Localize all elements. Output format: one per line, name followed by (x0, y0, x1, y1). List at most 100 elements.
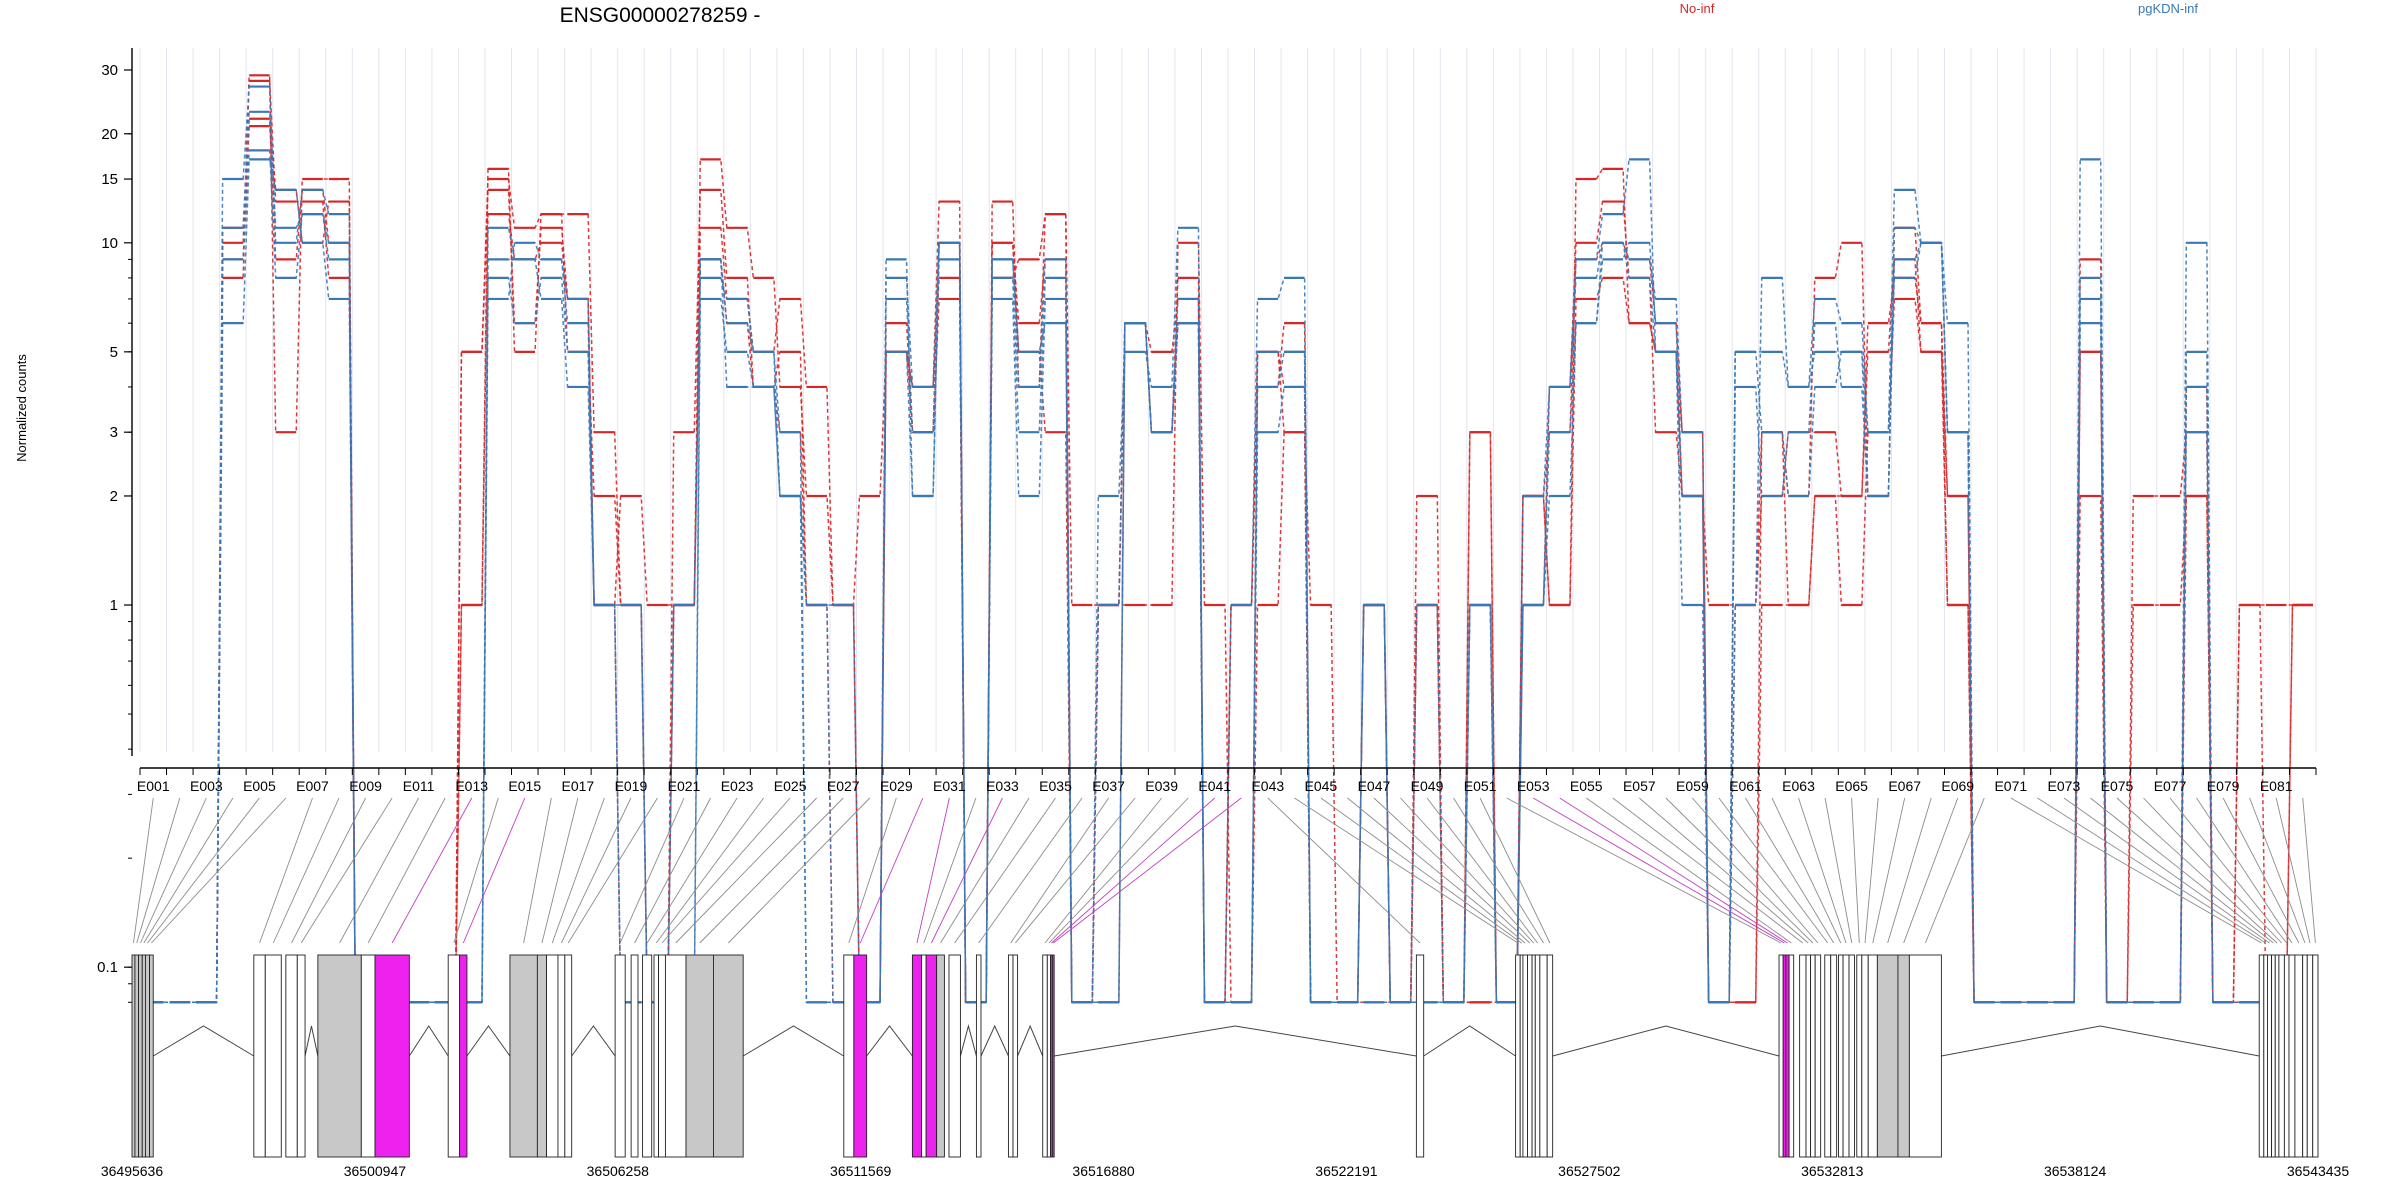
series-line-5 (143, 85, 2313, 1004)
x-tick-label: E027 (827, 778, 860, 794)
exon-bin (664, 954, 687, 1158)
exon-bin (1007, 954, 1014, 1158)
exon-bin (911, 954, 922, 1158)
intron-line (1552, 1025, 1780, 1057)
coordinate-label: 36495636 (101, 1163, 164, 1179)
coordinate-label: 36532813 (1801, 1163, 1864, 1179)
x-tick-label: E053 (1517, 778, 1550, 794)
y-tick-label: 15 (101, 171, 118, 188)
exon-connector (1718, 797, 1829, 944)
exon-bin (1838, 954, 1844, 1158)
exon-connector (2249, 797, 2306, 944)
x-tick-label: E049 (1411, 778, 1444, 794)
exon-bin (138, 954, 143, 1158)
y-tick-label: 1 (110, 597, 118, 614)
coordinate-label: 36543435 (2287, 1163, 2350, 1179)
intron-line (152, 1025, 255, 1057)
intron-line (1941, 1025, 2260, 1057)
exon-connector (1612, 797, 1804, 944)
exon-bin (713, 954, 744, 1158)
intron-line (466, 1025, 511, 1057)
exon-bin (1861, 954, 1869, 1158)
exon-bin (2302, 954, 2308, 1158)
exon-connector (1479, 797, 1551, 944)
exon-bin (1415, 954, 1425, 1158)
exon-connector (923, 797, 977, 944)
x-tick-label: E065 (1835, 778, 1868, 794)
exon-connector (1585, 797, 1792, 944)
exon-connector (1665, 797, 1814, 944)
intron-line (408, 1025, 449, 1057)
exon-bin (285, 954, 298, 1158)
exon-bin (1522, 954, 1528, 1158)
x-tick-label: E007 (296, 778, 329, 794)
exon-connector (560, 797, 632, 944)
x-tick-label: E063 (1782, 778, 1815, 794)
exon-connector (646, 797, 738, 944)
exon-connector (1887, 797, 1932, 944)
exon-connector (2010, 797, 2262, 944)
exon-connector (1373, 797, 1531, 944)
x-tick-label: E059 (1676, 778, 1709, 794)
exon-bin (1785, 954, 1790, 1158)
y-axis: 0.1 1 2 3 5 10 15 20 30 (97, 48, 133, 1003)
exon-bin (1848, 954, 1855, 1158)
exon-connector (1506, 797, 1782, 944)
x-tick-label: E013 (455, 778, 488, 794)
exon-bin (509, 954, 538, 1158)
exon-connector (2116, 797, 2278, 944)
exon-bin (921, 954, 927, 1158)
exon-bin (360, 954, 376, 1158)
exon-bin (1814, 954, 1822, 1158)
y-tick-label: 10 (101, 235, 118, 252)
exon-connector (1453, 797, 1544, 944)
exon-connector (699, 797, 844, 944)
exon-connector (1400, 797, 1535, 944)
exon-connector (2222, 797, 2300, 944)
exon-connector (1924, 797, 1985, 944)
intron-line (959, 1024, 977, 1057)
exon-connector (339, 797, 420, 944)
exon-connector (291, 797, 366, 944)
intron-line (1017, 1024, 1044, 1057)
exon-connector (2063, 797, 2270, 944)
exon-connector (930, 797, 1003, 944)
x-tick-label: E029 (880, 778, 913, 794)
x-axis: E001 E003 E005 E007 E009 E011 E013 E015 E017 E019… (137, 767, 2317, 794)
x-tick-label: E045 (1305, 778, 1338, 794)
coordinate-label: 36522191 (1315, 1163, 1378, 1179)
x-tick-label: E039 (1145, 778, 1178, 794)
exon-connector (1771, 797, 1842, 944)
exon-bin (134, 954, 140, 1158)
series-line-8 (143, 149, 2313, 1004)
x-tick-label: E043 (1251, 778, 1284, 794)
exon-connector (133, 797, 154, 944)
exon-bin (1012, 954, 1019, 1158)
exon-bin (1856, 954, 1863, 1158)
exon-connector (978, 797, 1083, 944)
x-tick-label: E001 (137, 778, 170, 794)
y-tick-label: 3 (110, 424, 118, 441)
y-tick-label: 5 (110, 344, 118, 361)
exon-connector (1798, 797, 1847, 944)
y-axis-label: Normalized counts (14, 354, 29, 462)
exon-connector (1851, 797, 1860, 944)
exon-bin (1546, 954, 1554, 1158)
exon-bin (536, 954, 547, 1158)
exon-bin (1867, 954, 1878, 1158)
exon-bin (1842, 954, 1850, 1158)
exon-connector (1745, 797, 1835, 944)
y-tick-label: 20 (101, 126, 118, 143)
exon-bin (2271, 954, 2276, 1158)
x-tick-label: E009 (349, 778, 382, 794)
intron-line (1054, 1025, 1417, 1057)
exon-connector (727, 797, 871, 944)
exon-connector (1532, 797, 1785, 944)
exon-connector (1864, 797, 1879, 944)
gene-model (131, 954, 2319, 1158)
exon-connector (1052, 797, 1242, 944)
exon-connector (136, 797, 181, 944)
exon-connector (140, 797, 207, 944)
exon-connector (143, 797, 234, 944)
exon-connector (567, 797, 658, 944)
